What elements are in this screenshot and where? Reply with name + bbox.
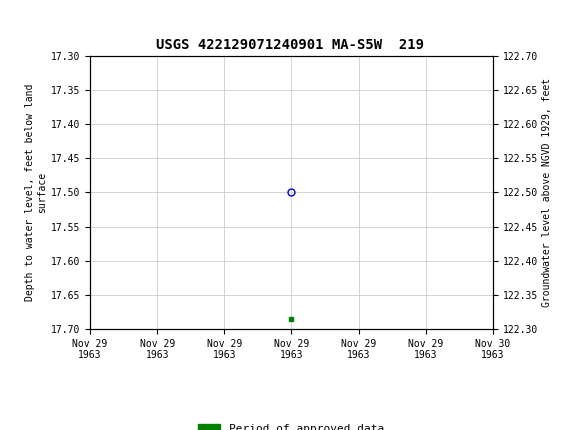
Text: USGS: USGS [67,9,122,27]
Text: USGS 422129071240901 MA-S5W  219: USGS 422129071240901 MA-S5W 219 [156,38,424,52]
Bar [7,4,56,31]
Y-axis label: Groundwater level above NGVD 1929, feet: Groundwater level above NGVD 1929, feet [542,78,552,307]
Legend: Period of approved data: Period of approved data [194,419,389,430]
Y-axis label: Depth to water level, feet below land
surface: Depth to water level, feet below land su… [25,84,46,301]
